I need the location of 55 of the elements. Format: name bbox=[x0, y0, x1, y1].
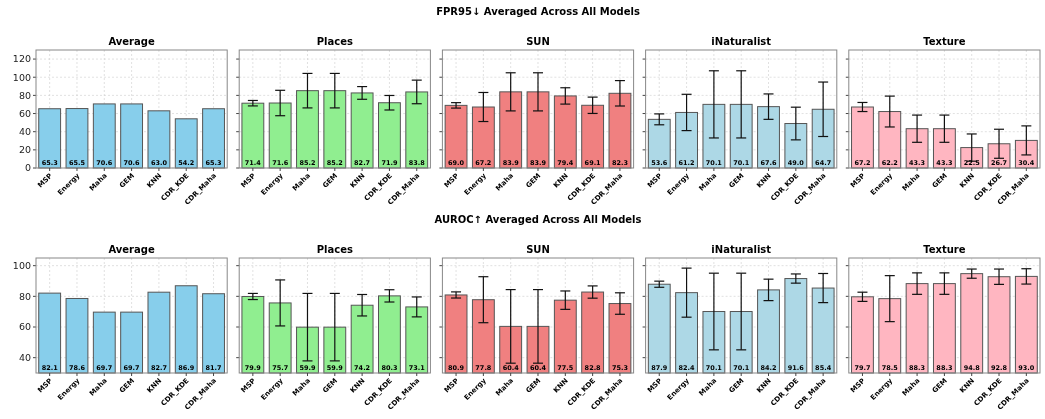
chart-title: iNaturalist bbox=[711, 244, 772, 255]
bar bbox=[905, 128, 929, 169]
bar bbox=[38, 108, 62, 169]
bar bbox=[350, 92, 374, 169]
chart-title: SUN bbox=[526, 36, 550, 47]
chart-title: iNaturalist bbox=[711, 36, 772, 47]
bar bbox=[444, 104, 468, 169]
bar bbox=[729, 103, 753, 169]
y-tick-label: 60 bbox=[18, 107, 31, 119]
bar bbox=[65, 108, 89, 169]
bar bbox=[174, 118, 198, 169]
bar bbox=[757, 106, 780, 169]
y-tick-label: 120 bbox=[12, 53, 31, 65]
bar bbox=[526, 91, 550, 169]
bar bbox=[147, 110, 171, 169]
chart-title: Texture bbox=[923, 36, 966, 47]
y-tick-label: 40 bbox=[18, 126, 31, 138]
bar bbox=[784, 123, 808, 169]
bar bbox=[471, 106, 495, 169]
chart-title: Average bbox=[108, 244, 155, 255]
bar bbox=[675, 111, 698, 169]
y-tick-label: 20 bbox=[18, 144, 31, 156]
y-tick-label: 100 bbox=[12, 259, 31, 271]
y-tick-label: 80 bbox=[18, 290, 31, 302]
y-tick-label: 100 bbox=[12, 71, 31, 83]
bar bbox=[268, 102, 292, 169]
chart-subtitle: AUROC↑ Averaged Across All Models bbox=[434, 214, 642, 225]
bar bbox=[323, 90, 347, 169]
bar bbox=[405, 91, 429, 169]
y-tick-label: 80 bbox=[18, 89, 31, 101]
y-tick-label: 40 bbox=[18, 351, 31, 363]
bar bbox=[120, 103, 144, 169]
bar bbox=[553, 95, 577, 169]
bar bbox=[378, 102, 401, 169]
chart-title: Places bbox=[316, 36, 353, 47]
bar bbox=[296, 90, 319, 169]
bar bbox=[811, 108, 835, 169]
bar bbox=[851, 106, 874, 169]
y-tick-label: 0 bbox=[24, 162, 31, 174]
chart-title: Average bbox=[108, 36, 155, 47]
bar bbox=[92, 103, 116, 169]
bar bbox=[241, 102, 265, 169]
chart-subtitle: FPR95↓ Averaged Across All Models bbox=[436, 6, 640, 17]
bar bbox=[932, 128, 956, 169]
bar bbox=[581, 104, 605, 169]
chart-title: SUN bbox=[526, 244, 550, 255]
y-tick-label: 60 bbox=[18, 321, 31, 333]
bar bbox=[647, 118, 671, 169]
bar bbox=[202, 108, 225, 169]
bar bbox=[702, 103, 726, 169]
bar bbox=[608, 92, 632, 169]
chart-title: Texture bbox=[923, 244, 966, 255]
bar bbox=[878, 111, 902, 169]
chart-title: Places bbox=[316, 244, 353, 255]
bar bbox=[499, 91, 523, 169]
